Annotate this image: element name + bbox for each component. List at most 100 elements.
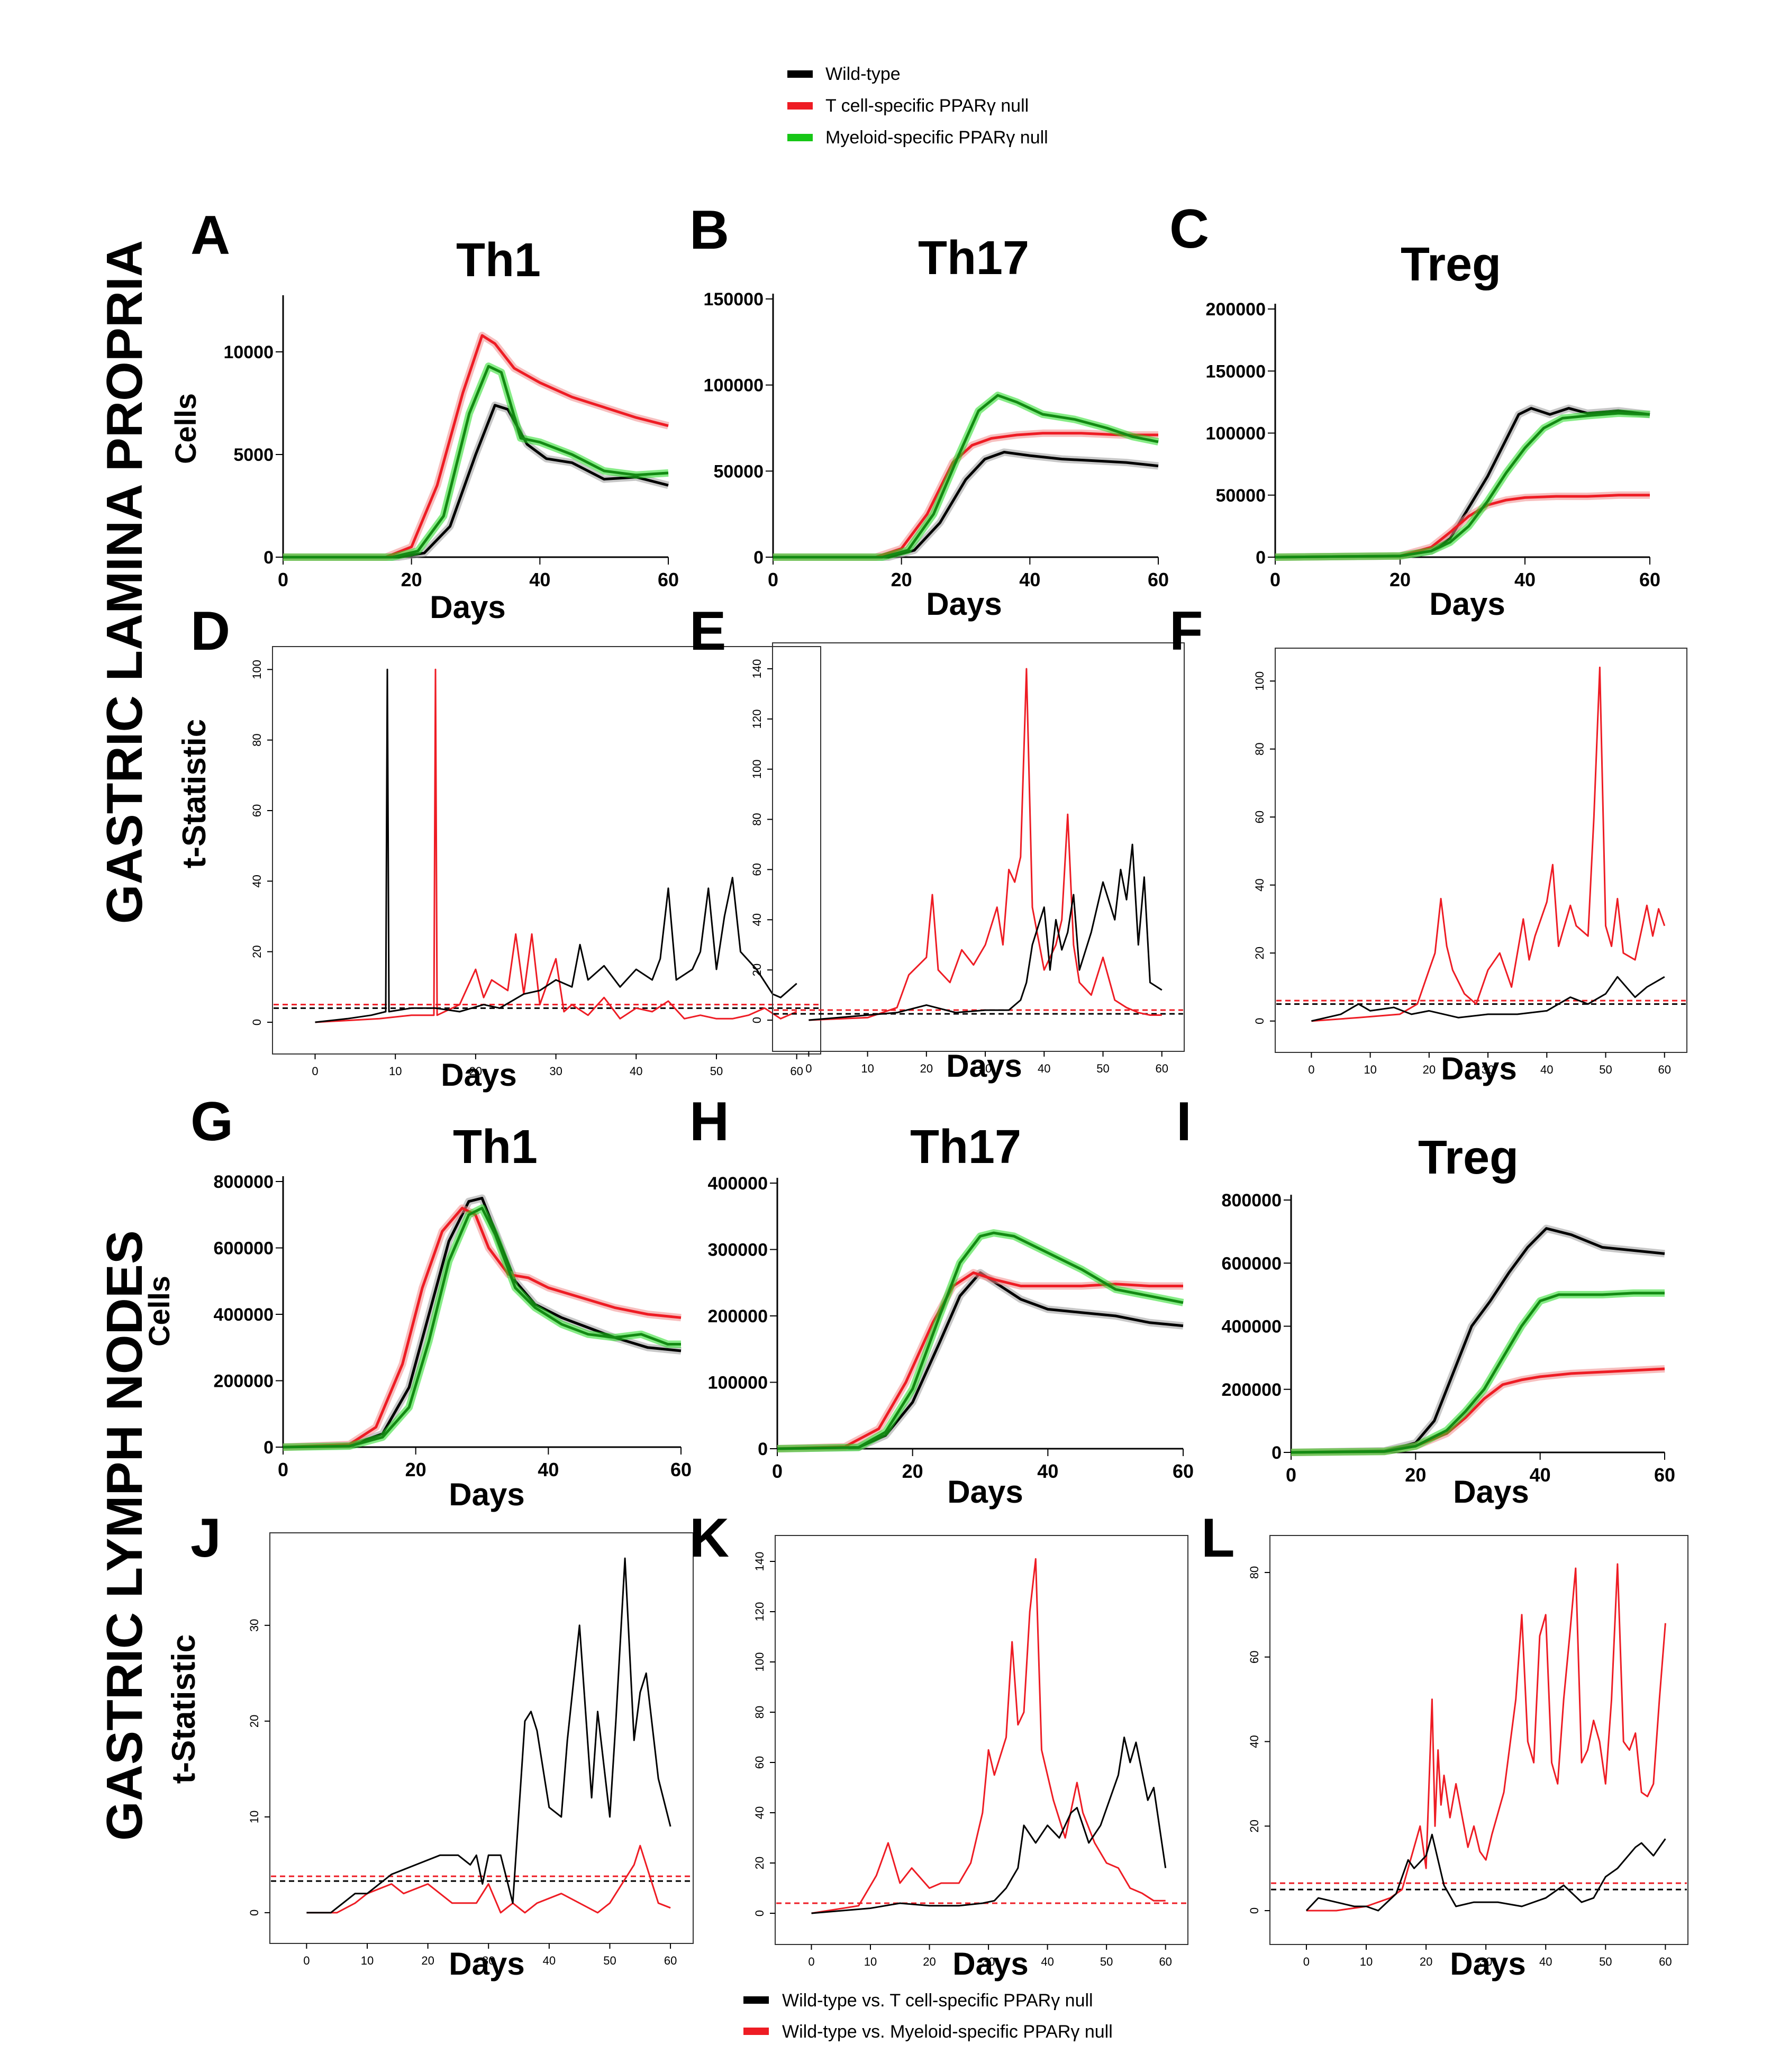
series-band <box>1291 1365 1665 1456</box>
panel-title: Treg <box>1418 1131 1519 1184</box>
legend-label-wt-vs-myeloid: Wild-type vs. Myeloid-specific PPARγ nul… <box>782 2022 1113 2042</box>
series-line <box>1305 1833 1666 1912</box>
series-line <box>283 404 669 559</box>
series-line <box>1291 1292 1665 1454</box>
row-label-lymph-nodes: GASTRIC LYMPH NODES <box>96 1230 153 1841</box>
x-tick-label: 0 <box>1286 1464 1296 1486</box>
x-axis-label: Days <box>1441 1051 1516 1086</box>
x-tick-label: 40 <box>1530 1464 1551 1486</box>
panel-g: G Th1 Cells Days 0 20 40 60 0 200000 400000 600000 8… <box>142 1091 692 1512</box>
x-tick-label: 60 <box>658 569 679 590</box>
series-line <box>1311 666 1666 1022</box>
panel-letter-a: A <box>190 205 230 266</box>
y-tick-label: 100000 <box>708 1373 768 1393</box>
x-tick-label: 50 <box>1100 1955 1113 1968</box>
x-tick-label: 60 <box>1654 1464 1675 1486</box>
row-label-lamina-propria: GASTRIC LAMINA PROPRIA <box>96 240 153 924</box>
plot-frame <box>775 1535 1188 1945</box>
y-tick-label: 140 <box>753 1552 766 1571</box>
x-tick-label: 60 <box>1658 1063 1671 1076</box>
y-tick-label: 60 <box>753 1756 766 1769</box>
x-tick-label: 0 <box>805 1062 812 1075</box>
panel-l: L Days 0 10 20 30 40 50 60 0 20 40 60 80 <box>1201 1507 1688 1982</box>
y-tick-label: 40 <box>1248 1735 1261 1748</box>
y-tick-label: 140 <box>750 659 764 679</box>
x-tick-label: 50 <box>1599 1955 1612 1968</box>
x-axis-label: Days <box>946 1048 1022 1084</box>
panel-letter-l: L <box>1201 1507 1235 1569</box>
x-tick-label: 20 <box>469 1065 482 1078</box>
y-tick-label: 60 <box>1248 1650 1261 1663</box>
x-tick-label: 0 <box>768 569 778 590</box>
series-band <box>283 1204 681 1451</box>
x-tick-label: 20 <box>920 1062 933 1075</box>
y-tick-label: 0 <box>753 1910 766 1916</box>
y-tick-label: 100 <box>753 1652 766 1672</box>
x-tick-label: 0 <box>278 1459 288 1480</box>
y-tick-label: 20 <box>750 964 764 976</box>
y-tick-label: 40 <box>250 875 264 887</box>
legend-swatch-wt-vs-myeloid <box>743 2028 769 2035</box>
x-tick-label: 10 <box>389 1065 402 1078</box>
series-line <box>306 1844 671 1914</box>
series-line <box>283 334 669 559</box>
x-axis-label: Days <box>430 589 505 625</box>
legend-swatch-myeloid <box>787 134 813 141</box>
x-tick-label: 30 <box>979 1062 992 1075</box>
y-tick-label: 40 <box>1253 878 1266 891</box>
y-axis-label: t-Statistic <box>176 719 213 868</box>
series-band <box>1275 410 1650 561</box>
x-tick-label: 0 <box>312 1065 318 1078</box>
plot-frame <box>772 642 1185 1052</box>
y-tick-label: 60 <box>250 804 264 817</box>
x-tick-label: 40 <box>543 1954 556 1967</box>
x-tick-label: 20 <box>401 569 422 590</box>
series-line <box>777 1231 1184 1450</box>
plot-frame <box>1275 648 1687 1053</box>
y-tick-label: 80 <box>750 813 764 825</box>
series-band <box>283 401 669 561</box>
series-band <box>283 1204 682 1451</box>
y-tick-label: 60 <box>1253 811 1266 823</box>
series-line <box>1291 1227 1665 1454</box>
x-tick-label: 20 <box>1405 1464 1426 1486</box>
panel-letter-e: E <box>689 601 726 662</box>
panel-a: A Th1 Cells Days 0 20 40 60 0 5000 10000 <box>169 205 679 625</box>
x-tick-label: 40 <box>1539 1955 1552 1968</box>
series-line <box>811 1558 1166 1914</box>
y-tick-label: 200000 <box>1206 299 1266 320</box>
x-tick-label: 0 <box>1303 1955 1310 1968</box>
y-tick-label: 100000 <box>1206 424 1266 444</box>
x-tick-label: 50 <box>710 1065 723 1078</box>
series-line <box>283 365 669 559</box>
x-tick-label: 50 <box>1599 1063 1612 1076</box>
y-tick-label: 0 <box>1256 548 1266 568</box>
series-line <box>773 394 1159 559</box>
x-tick-label: 40 <box>538 1459 559 1480</box>
y-tick-label: 10 <box>248 1811 261 1823</box>
y-tick-label: 40 <box>750 913 764 926</box>
panel-letter-c: C <box>1169 198 1209 260</box>
plot-frame <box>269 1532 694 1944</box>
y-tick-label: 200000 <box>708 1306 768 1326</box>
panel-c: C Treg Days 0 20 40 60 0 50000 100000 150000 200000 <box>1169 198 1660 622</box>
y-tick-label: 0 <box>264 1438 274 1458</box>
panel-j: Jt-Statistic Days 0 10 20 30 40 50 60 0 10 20 30 <box>166 1507 694 1982</box>
y-tick-label: 800000 <box>214 1172 274 1192</box>
series-line <box>809 843 1163 1021</box>
x-tick-label: 40 <box>1041 1955 1054 1968</box>
y-tick-label: 100 <box>250 660 264 679</box>
x-tick-label: 60 <box>664 1954 677 1967</box>
x-tick-label: 40 <box>1019 569 1040 590</box>
x-axis-label: Days <box>952 1946 1028 1982</box>
series-line <box>1275 412 1650 559</box>
x-axis-label: Days <box>449 1946 524 1982</box>
legend-label-wild-type: Wild-type <box>825 64 901 84</box>
panel-letter-b: B <box>689 199 729 261</box>
y-tick-label: 100 <box>750 759 764 779</box>
y-tick-label: 80 <box>1253 742 1266 755</box>
y-tick-label: 0 <box>250 1019 264 1025</box>
panel-letter-d: D <box>190 601 230 662</box>
